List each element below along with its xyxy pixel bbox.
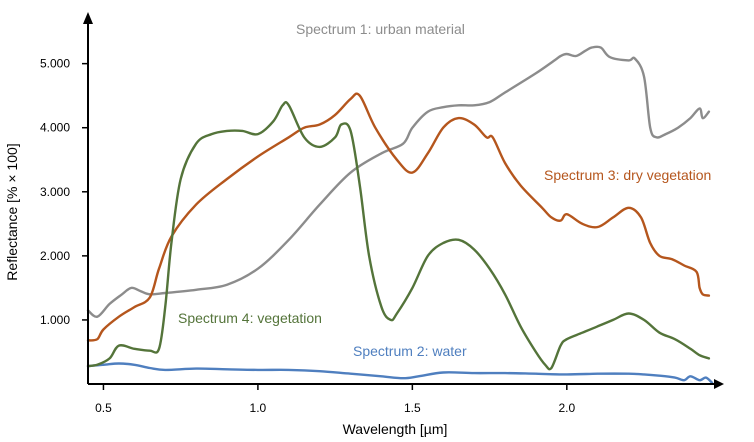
- series-label-urban: Spectrum 1: urban material: [296, 21, 465, 37]
- y-tick-label: 2.000: [40, 249, 70, 263]
- y-axis-title: Reflectance [% × 100]: [4, 143, 20, 280]
- y-tick-label: 1.000: [40, 313, 70, 327]
- labels-layer: Wavelength [µm] Reflectance [% × 100] Sp…: [4, 21, 711, 437]
- series-label-vegetation: Spectrum 4: vegetation: [178, 310, 322, 326]
- series-label-water: Spectrum 2: water: [353, 343, 467, 359]
- x-tick-label: 0.5: [95, 401, 112, 415]
- y-axis-arrow-icon: [83, 12, 93, 24]
- x-axis-arrow-icon: [714, 379, 724, 389]
- axes-layer: [83, 12, 724, 389]
- series-layer: [86, 45, 714, 384]
- series-line-vegetation: [86, 101, 711, 371]
- x-tick-label: 1.5: [404, 401, 421, 415]
- y-tick-label: 4.000: [40, 121, 70, 135]
- ticks-layer: 0.5 1.0 1.5 2.0 1.000 2.000 3.000 4.000 5.000: [40, 57, 576, 415]
- series-line-water: [86, 362, 714, 384]
- x-tick-label: 1.0: [250, 401, 267, 415]
- x-tick-label: 2.0: [558, 401, 575, 415]
- y-tick-label: 5.000: [40, 57, 70, 71]
- y-tick-label: 3.000: [40, 185, 70, 199]
- series-line-urban: [86, 45, 711, 318]
- series-line-dry-vegetation: [86, 92, 711, 342]
- series-label-dry-vegetation: Spectrum 3: dry vegetation: [544, 167, 711, 183]
- x-axis-title: Wavelength [µm]: [343, 421, 448, 437]
